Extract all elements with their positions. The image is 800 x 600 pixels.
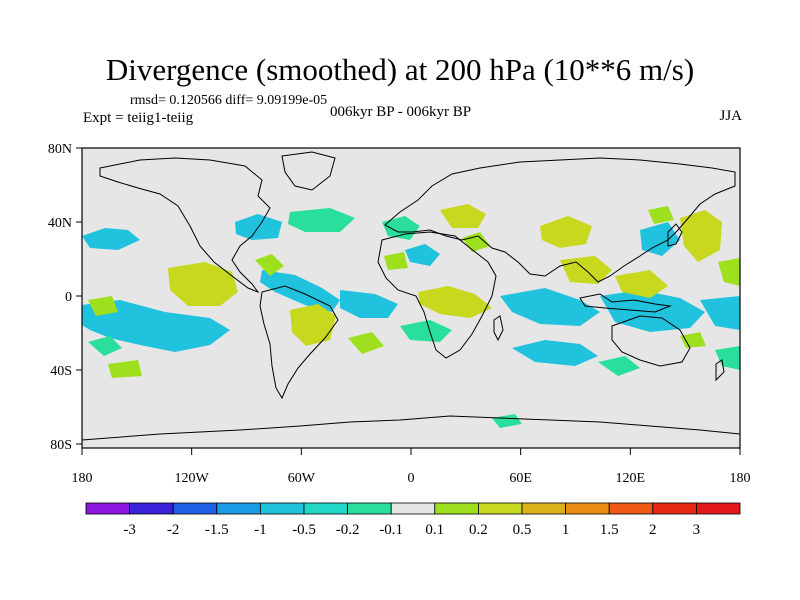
colorbar-swatch	[521, 502, 566, 515]
field-patch	[598, 356, 640, 376]
field-patch	[88, 296, 118, 316]
coastline-north-america	[99, 157, 271, 294]
colorbar-swatch	[696, 502, 741, 515]
latitude-axis: 80N 40N 0 40S 80S	[48, 142, 82, 453]
colorbar-swatch	[216, 502, 261, 515]
field-patch	[384, 252, 408, 270]
divergence-field	[82, 204, 740, 428]
lon-tick-label: 0	[408, 471, 415, 486]
coastline-new-zealand	[715, 359, 725, 382]
lon-tick-label: 120E	[616, 471, 646, 486]
colorbar-label: 1	[562, 522, 570, 538]
experiment-label: Expt = teiig1-teiig	[83, 110, 194, 126]
coastlines	[82, 151, 740, 441]
colorbar-swatch	[390, 502, 436, 515]
colorbar-label: 0.5	[513, 522, 532, 538]
coastline-europe-asia	[384, 157, 736, 283]
stats-text: rmsd= 0.120566 diff= 9.09199e-05	[130, 93, 328, 108]
colorbar-label: 1.5	[600, 522, 619, 538]
coastline-greenland	[281, 151, 336, 191]
coastline-australia	[611, 315, 691, 367]
field-patch	[715, 346, 740, 370]
field-patch	[680, 210, 722, 262]
colorbar-label: -1	[254, 522, 267, 538]
lat-tick-label: 80N	[48, 142, 72, 157]
colorbar-swatch	[608, 502, 654, 515]
colorbar-label: -2	[167, 522, 180, 538]
colorbar-label: 2	[649, 522, 657, 538]
field-patch	[680, 332, 706, 348]
lon-tick-label: 60E	[509, 471, 532, 486]
colorbar-label: -1.5	[205, 522, 229, 538]
lat-tick-label: 80S	[50, 438, 72, 453]
field-patch	[718, 258, 740, 286]
colorbar-label: 0.1	[425, 522, 444, 538]
lon-tick-label: 60W	[288, 471, 316, 486]
field-patch	[615, 270, 668, 298]
field-patch	[418, 286, 492, 318]
lat-tick-label: 0	[65, 290, 72, 305]
lat-tick-label: 40S	[50, 364, 72, 379]
field-patch	[88, 336, 122, 356]
colorbar-label: -3	[123, 522, 136, 538]
map-title: Divergence (smoothed) at 200 hPa (10**6 …	[105, 52, 695, 87]
coastline-madagascar	[493, 315, 504, 342]
field-patch	[82, 228, 140, 250]
colorbar-swatch	[172, 502, 218, 515]
field-patch	[255, 254, 284, 276]
colorbar-swatch	[477, 502, 523, 515]
field-patch	[405, 244, 440, 266]
colorbar-swatch	[652, 502, 697, 515]
coastline-africa	[377, 231, 497, 359]
coastline-japan	[667, 223, 683, 247]
colorbar: -3 -2 -1.5 -1 -0.5 -0.2 -0.1 0.1 0.2 0.5 1 1.5 2 3	[85, 502, 741, 538]
colorbar-swatch	[347, 502, 392, 515]
lat-tick-label: 40N	[48, 216, 72, 231]
field-patch	[440, 204, 486, 228]
field-patch	[288, 208, 355, 232]
field-patch	[108, 360, 142, 378]
field-patch	[348, 332, 384, 354]
colorbar-label: 0.2	[469, 522, 488, 538]
colorbar-swatch	[85, 502, 130, 515]
colorbar-label: -0.1	[379, 522, 403, 538]
lon-tick-label: 180	[72, 471, 93, 486]
colorbar-label: -0.5	[292, 522, 316, 538]
colorbar-swatch	[259, 502, 305, 515]
season-label: JJA	[719, 108, 742, 124]
colorbar-label: 3	[693, 522, 701, 538]
colorbar-swatch	[129, 502, 174, 515]
colorbar-swatch	[565, 502, 610, 515]
coastline-indonesia	[579, 293, 672, 313]
field-patch	[340, 290, 398, 318]
field-patch	[540, 216, 592, 248]
colorbar-label: -0.2	[336, 522, 360, 538]
longitude-axis: 180 120W 60W 0 60E 120E 180	[72, 448, 751, 486]
field-patch	[400, 320, 452, 342]
field-patch	[512, 340, 598, 366]
field-patch	[648, 206, 674, 224]
period-label: 006kyr BP - 006kyr BP	[330, 104, 472, 120]
colorbar-swatch	[434, 502, 479, 515]
field-patch	[82, 300, 230, 352]
field-patch	[700, 296, 740, 330]
coastline-south-america	[259, 285, 339, 400]
coastline-antarctica	[82, 415, 740, 441]
field-patch	[290, 304, 336, 346]
lon-tick-label: 180	[730, 471, 751, 486]
field-patch	[168, 262, 238, 306]
field-patch	[500, 288, 600, 326]
colorbar-swatch	[303, 502, 348, 515]
lon-tick-label: 120W	[175, 471, 210, 486]
